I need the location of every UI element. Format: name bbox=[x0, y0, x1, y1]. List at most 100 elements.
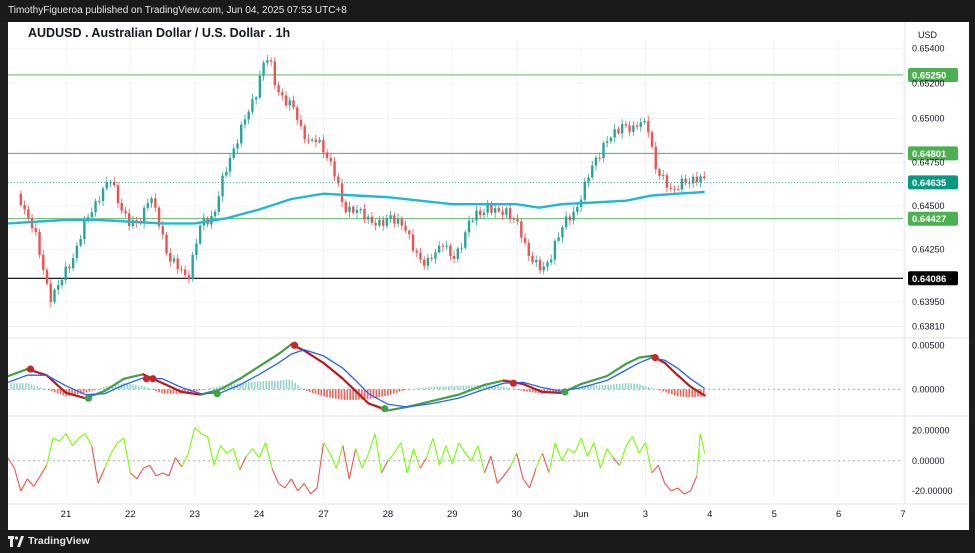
macd-histogram-bar bbox=[201, 389, 204, 390]
momentum-tick-label: 0.00000 bbox=[912, 456, 945, 466]
macd-histogram-bar bbox=[308, 389, 311, 392]
currency-box[interactable] bbox=[912, 26, 939, 42]
candle-body bbox=[695, 176, 699, 183]
momentum-line-segment bbox=[226, 448, 234, 454]
candle-body bbox=[654, 146, 657, 170]
candle-body bbox=[434, 252, 437, 259]
momentum-line-segment bbox=[265, 442, 273, 469]
macd-histogram-bar bbox=[424, 387, 427, 390]
macd-cross-marker bbox=[26, 365, 35, 373]
momentum-line-segment bbox=[8, 457, 15, 469]
macd-histogram-bar bbox=[256, 381, 259, 390]
macd-histogram-bar bbox=[375, 389, 378, 398]
macd-histogram-bar bbox=[549, 389, 551, 393]
candle-body bbox=[605, 141, 609, 143]
momentum-line-segment bbox=[458, 442, 466, 454]
candle-body bbox=[344, 201, 347, 213]
candle-body bbox=[703, 176, 706, 179]
momentum-line-segment bbox=[638, 442, 646, 454]
momentum-line-segment bbox=[632, 436, 640, 454]
candle-body bbox=[57, 285, 60, 290]
price-tick-label: 0.64500 bbox=[912, 201, 945, 211]
macd-histogram-bar bbox=[474, 385, 476, 390]
momentum-line-segment bbox=[104, 452, 112, 469]
momentum-line-segment bbox=[522, 478, 530, 489]
momentum-line-segment bbox=[78, 433, 86, 439]
price-pane[interactable]: 0.64635 bbox=[8, 55, 958, 308]
candle-body bbox=[516, 219, 519, 222]
candle-body bbox=[355, 210, 359, 213]
macd-histogram-bar bbox=[682, 389, 685, 397]
macd-histogram-bar bbox=[662, 389, 664, 392]
macd-histogram-bar bbox=[184, 389, 186, 394]
macd-histogram-bar bbox=[19, 383, 21, 390]
macd-histogram-bar bbox=[421, 387, 424, 390]
macd-histogram-bar bbox=[688, 389, 691, 398]
momentum-line-segment bbox=[490, 456, 498, 484]
macd-histogram-bar bbox=[624, 383, 627, 390]
macd-fast-line bbox=[457, 383, 486, 396]
price-tick-label: 0.65000 bbox=[912, 114, 945, 124]
macd-histogram-bar bbox=[169, 389, 172, 394]
candle-body bbox=[523, 237, 527, 243]
macd-histogram-bar bbox=[195, 389, 198, 392]
macd-histogram-bar bbox=[534, 389, 537, 393]
candle-body bbox=[165, 234, 168, 254]
macd-histogram-bar bbox=[97, 388, 99, 390]
momentum-line-segment bbox=[400, 442, 408, 473]
candle-body bbox=[169, 253, 172, 262]
macd-histogram-bar bbox=[279, 380, 282, 390]
momentum-line-segment bbox=[464, 452, 473, 462]
candle-body bbox=[464, 232, 467, 248]
candle-body bbox=[161, 226, 164, 235]
momentum-line-segment bbox=[657, 465, 666, 484]
macd-histogram-bar bbox=[511, 388, 514, 390]
price-tick-label: 0.63950 bbox=[912, 297, 945, 307]
chart-canvas[interactable]: 0.65250 0.64801 0.64427 0.64086 0.64635 0.6… bbox=[8, 22, 969, 530]
momentum-line-segment bbox=[297, 483, 305, 492]
macd-histogram-bar bbox=[604, 384, 607, 390]
candle-body bbox=[198, 225, 202, 244]
macd-histogram-bar bbox=[152, 389, 154, 390]
macd-histogram-bar bbox=[685, 389, 688, 397]
candle-body bbox=[568, 216, 572, 221]
candle-body bbox=[658, 169, 661, 176]
candle-body bbox=[691, 176, 695, 184]
macd-histogram-bar bbox=[418, 388, 421, 390]
candle-body bbox=[591, 165, 594, 178]
macd-histogram-bar bbox=[337, 389, 340, 400]
momentum-line-segment bbox=[477, 445, 486, 473]
candle-body bbox=[284, 95, 288, 106]
momentum-line-segment bbox=[696, 433, 701, 476]
candle-body bbox=[546, 262, 549, 267]
macd-histogram-bar bbox=[445, 386, 447, 390]
macd-histogram-bar bbox=[79, 389, 82, 394]
level-label-box bbox=[908, 271, 958, 286]
candle-body bbox=[187, 274, 191, 279]
candle-body bbox=[243, 119, 247, 125]
macd-histogram-bar bbox=[595, 385, 598, 390]
macd-histogram-bar bbox=[297, 385, 299, 390]
macd-histogram-bar bbox=[497, 386, 499, 390]
candle-body bbox=[23, 205, 26, 210]
candle-body bbox=[688, 182, 691, 184]
candle-body bbox=[262, 62, 265, 76]
candle-body bbox=[98, 201, 101, 203]
candle-body bbox=[236, 143, 239, 149]
candle-body bbox=[549, 259, 553, 263]
macd-fast-line bbox=[386, 405, 409, 412]
momentum-line-segment bbox=[651, 464, 659, 474]
macd-histogram-bar bbox=[172, 389, 175, 394]
macd-histogram-bar bbox=[615, 384, 618, 390]
candle-body bbox=[314, 139, 318, 143]
macd-cross-marker bbox=[381, 405, 389, 413]
time-tick-label: 21 bbox=[61, 509, 72, 520]
macd-histogram-bar bbox=[494, 385, 496, 390]
macd-histogram-bar bbox=[668, 389, 670, 394]
candle-body bbox=[587, 177, 590, 182]
macd-histogram-bar bbox=[346, 389, 349, 400]
macd-slow-line bbox=[8, 349, 706, 408]
macd-histogram-bar bbox=[82, 389, 85, 394]
candle-body bbox=[213, 211, 217, 217]
macd-histogram-bar bbox=[529, 389, 531, 393]
